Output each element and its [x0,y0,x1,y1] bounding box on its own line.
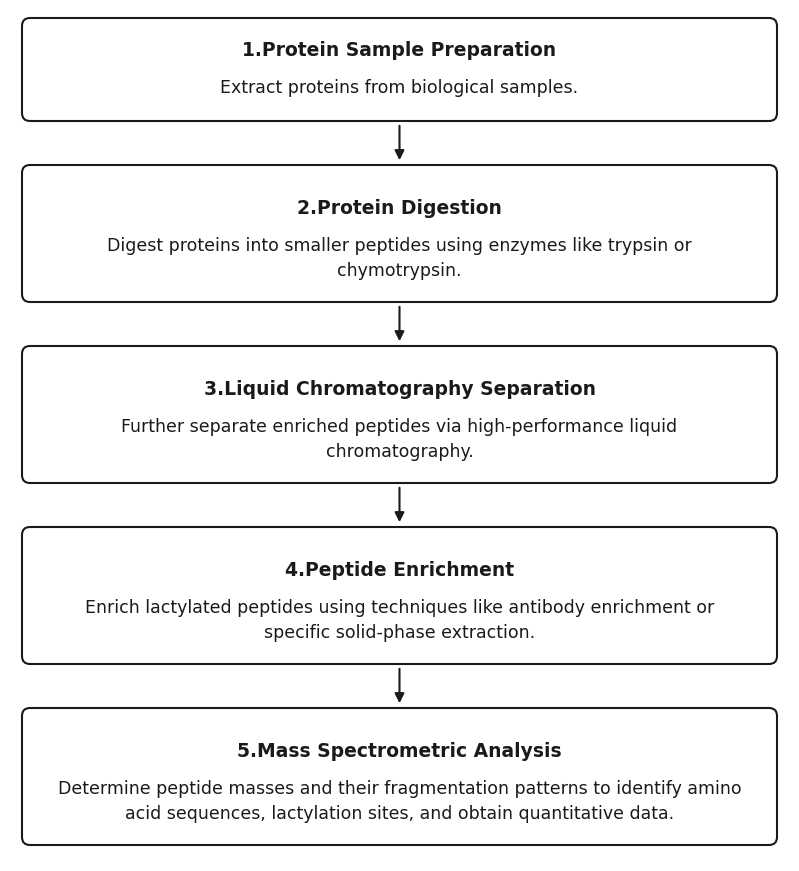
Text: Determine peptide masses and their fragmentation patterns to identify amino
acid: Determine peptide masses and their fragm… [58,780,741,823]
FancyBboxPatch shape [22,346,777,483]
FancyBboxPatch shape [22,708,777,845]
Text: 4.Peptide Enrichment: 4.Peptide Enrichment [285,561,514,580]
FancyBboxPatch shape [22,527,777,664]
Text: 3.Liquid Chromatography Separation: 3.Liquid Chromatography Separation [204,381,595,399]
Text: Digest proteins into smaller peptides using enzymes like trypsin or
chymotrypsin: Digest proteins into smaller peptides us… [107,237,692,280]
FancyBboxPatch shape [22,18,777,121]
Text: Enrich lactylated peptides using techniques like antibody enrichment or
specific: Enrich lactylated peptides using techniq… [85,598,714,642]
FancyBboxPatch shape [22,165,777,302]
Text: 5.Mass Spectrometric Analysis: 5.Mass Spectrometric Analysis [237,742,562,761]
Text: 1.Protein Sample Preparation: 1.Protein Sample Preparation [242,42,557,60]
Text: 2.Protein Digestion: 2.Protein Digestion [297,199,502,219]
Text: Extract proteins from biological samples.: Extract proteins from biological samples… [221,79,578,97]
Text: Further separate enriched peptides via high-performance liquid
chromatography.: Further separate enriched peptides via h… [121,418,678,461]
